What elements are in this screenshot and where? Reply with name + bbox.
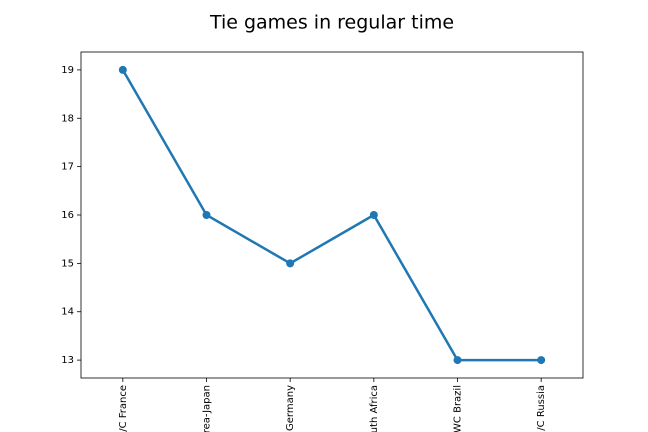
y-tick-label: 15 — [61, 258, 74, 269]
y-tick-label: 13 — [61, 355, 74, 366]
point — [369, 211, 378, 219]
point — [118, 65, 127, 74]
point — [202, 211, 211, 219]
y-tick-label: 14 — [61, 307, 74, 318]
y-tick-label: 19 — [61, 65, 74, 76]
x-tick-label: rea-Japan — [202, 385, 213, 432]
y-tick-label: 18 — [61, 113, 74, 124]
x-tick-label: /C France — [118, 385, 129, 432]
point — [453, 356, 462, 365]
chart-title: Tie games in regular time — [209, 12, 454, 34]
x-tick-label: /C Russia — [536, 385, 547, 431]
point — [537, 356, 546, 365]
point — [286, 259, 295, 268]
y-tick-label: 17 — [61, 162, 74, 173]
line — [121, 69, 542, 362]
x-tick-label: uth Africa — [369, 385, 380, 432]
x-tick-label: Germany — [285, 385, 296, 431]
x-tick-label: WC Brazil — [453, 385, 464, 432]
y-tick-label: 16 — [61, 210, 74, 221]
